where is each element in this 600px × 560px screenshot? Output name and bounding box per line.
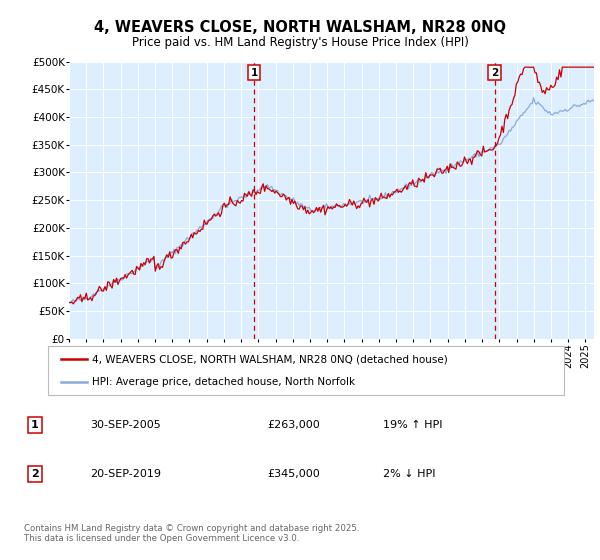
Text: £345,000: £345,000 [267,469,320,479]
Text: Price paid vs. HM Land Registry's House Price Index (HPI): Price paid vs. HM Land Registry's House … [131,36,469,49]
Text: 4, WEAVERS CLOSE, NORTH WALSHAM, NR28 0NQ (detached house): 4, WEAVERS CLOSE, NORTH WALSHAM, NR28 0N… [92,354,448,365]
FancyBboxPatch shape [48,346,564,395]
Text: 2% ↓ HPI: 2% ↓ HPI [383,469,436,479]
Text: 19% ↑ HPI: 19% ↑ HPI [383,421,442,431]
Text: Contains HM Land Registry data © Crown copyright and database right 2025.
This d: Contains HM Land Registry data © Crown c… [24,524,359,543]
Text: 4, WEAVERS CLOSE, NORTH WALSHAM, NR28 0NQ: 4, WEAVERS CLOSE, NORTH WALSHAM, NR28 0N… [94,20,506,35]
Text: 1: 1 [31,421,39,431]
Text: 1: 1 [250,68,257,78]
Text: HPI: Average price, detached house, North Norfolk: HPI: Average price, detached house, Nort… [92,377,355,388]
Text: 2: 2 [31,469,39,479]
Text: 20-SEP-2019: 20-SEP-2019 [90,469,161,479]
Text: 30-SEP-2005: 30-SEP-2005 [90,421,161,431]
Text: £263,000: £263,000 [267,421,320,431]
Text: 2: 2 [491,68,498,78]
